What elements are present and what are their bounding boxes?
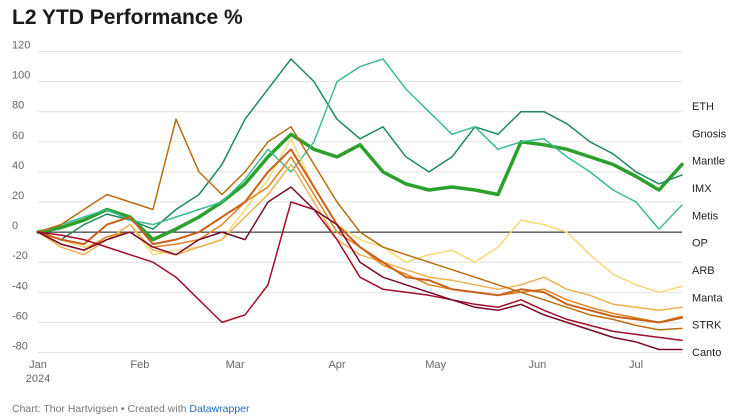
y-tick-label: -80 [12, 340, 28, 352]
series-lines [36, 58, 684, 351]
x-year-label: 2024 [26, 373, 50, 385]
x-tick-label: Jan [29, 359, 47, 371]
series-label-strk: STRK [692, 320, 722, 332]
series-label-canto: Canto [692, 347, 721, 359]
y-tick-label: 100 [12, 70, 30, 82]
series-line-manta [37, 118, 683, 331]
series-label-gnosis: Gnosis [692, 128, 727, 140]
series-line-gnosis [37, 58, 683, 241]
gridlines [38, 51, 682, 353]
y-axis: 120 100 80 60 40 20 0 -20 -40 -60 -80 [12, 40, 30, 353]
series-label-op: OP [692, 238, 708, 250]
series-label-metis: Metis [692, 210, 719, 222]
x-tick-label: Jun [528, 359, 546, 371]
x-tick-label: Feb [130, 359, 149, 371]
y-tick-label: -60 [12, 310, 28, 322]
y-tick-label: -20 [12, 250, 28, 262]
series-line-strk [37, 201, 683, 342]
y-tick-label: 40 [12, 160, 24, 172]
y-tick-label: 120 [12, 40, 30, 52]
series-line-eth [36, 132, 684, 242]
series-line-imx [37, 138, 683, 294]
chart-footer: Chart: Thor Hartvigsen • Created with Da… [12, 403, 250, 415]
x-axis: Jan Feb Mar Apr May Jun Jul 2024 [26, 359, 643, 385]
series-label-manta: Manta [692, 292, 723, 304]
series-line-metis [37, 163, 683, 312]
series-label-eth: ETH [692, 101, 714, 113]
y-tick-label: 0 [12, 220, 18, 232]
series-label-arb: ARB [692, 265, 715, 277]
chart-title: L2 YTD Performance % [12, 6, 243, 29]
series-line-canto [37, 186, 683, 351]
y-tick-label: 80 [12, 100, 24, 112]
y-tick-label: 20 [12, 190, 24, 202]
series-label-imx: IMX [692, 183, 712, 195]
series-labels: ETH Gnosis Mantle IMX Metis OP ARB Manta STRK Can… [692, 101, 727, 359]
x-tick-label: Jul [629, 359, 643, 371]
y-tick-label: 60 [12, 130, 24, 142]
line-chart: 120 100 80 60 40 20 0 -20 -40 -60 -80 Jan Feb Mar Apr… [12, 40, 727, 385]
x-tick-label: May [425, 359, 446, 371]
series-line-arb [37, 148, 683, 324]
footer-credit: Chart: Thor Hartvigsen • Created with [12, 403, 190, 415]
x-tick-label: Apr [328, 359, 345, 371]
x-tick-label: Mar [226, 359, 245, 371]
datawrapper-link[interactable]: Datawrapper [189, 403, 250, 415]
series-label-mantle: Mantle [692, 156, 725, 168]
y-tick-label: -40 [12, 280, 28, 292]
series-line-mantle [37, 58, 683, 233]
